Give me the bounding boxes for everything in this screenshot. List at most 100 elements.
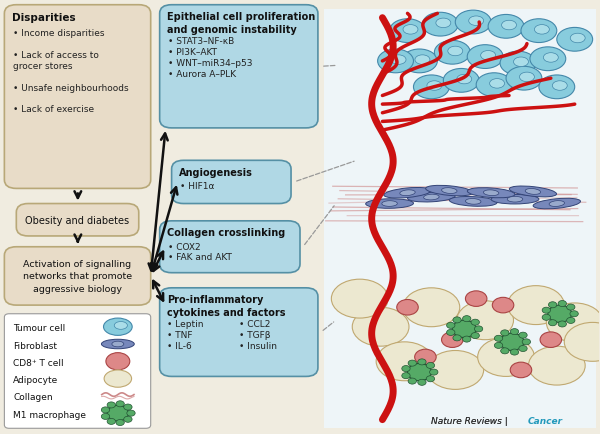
Circle shape (446, 322, 455, 329)
Circle shape (493, 298, 514, 313)
Ellipse shape (553, 82, 567, 91)
Ellipse shape (506, 67, 542, 91)
Text: Epithelial cell proliferation
and genomic instability: Epithelial cell proliferation and genomi… (167, 12, 315, 35)
Circle shape (452, 320, 476, 338)
Circle shape (463, 316, 471, 322)
Ellipse shape (500, 52, 536, 76)
Ellipse shape (413, 76, 449, 99)
Text: Nature Reviews |: Nature Reviews | (431, 416, 511, 425)
Ellipse shape (403, 288, 460, 327)
Text: • Leptin: • Leptin (167, 319, 203, 329)
Circle shape (519, 332, 527, 339)
Circle shape (542, 315, 551, 321)
Circle shape (540, 332, 562, 348)
Ellipse shape (457, 75, 472, 85)
FancyBboxPatch shape (4, 314, 151, 428)
Ellipse shape (488, 15, 524, 39)
Circle shape (124, 416, 132, 422)
Circle shape (408, 360, 416, 366)
Ellipse shape (478, 338, 535, 377)
Circle shape (558, 321, 566, 327)
Ellipse shape (525, 189, 541, 195)
Text: Angiogenesis: Angiogenesis (179, 168, 253, 178)
Circle shape (426, 362, 434, 368)
Ellipse shape (352, 308, 409, 346)
Ellipse shape (484, 191, 499, 196)
Text: • HIF1α: • HIF1α (180, 182, 214, 191)
Circle shape (519, 346, 527, 352)
Text: Cancer: Cancer (528, 416, 563, 425)
Ellipse shape (448, 47, 463, 56)
Ellipse shape (424, 195, 439, 201)
Ellipse shape (491, 195, 539, 204)
Ellipse shape (514, 58, 529, 67)
Circle shape (510, 362, 532, 378)
Circle shape (522, 339, 530, 345)
Ellipse shape (570, 34, 585, 44)
FancyBboxPatch shape (4, 6, 151, 189)
Circle shape (397, 300, 418, 316)
Ellipse shape (425, 186, 473, 196)
Ellipse shape (427, 351, 484, 389)
Text: CD8⁺ T cell: CD8⁺ T cell (13, 358, 64, 367)
Ellipse shape (376, 342, 433, 381)
Circle shape (418, 359, 426, 365)
Circle shape (402, 373, 410, 379)
Circle shape (407, 364, 431, 381)
Circle shape (415, 349, 436, 365)
Circle shape (494, 335, 503, 342)
Circle shape (426, 376, 434, 382)
Ellipse shape (544, 53, 558, 63)
Ellipse shape (509, 187, 557, 197)
Text: • CCL2: • CCL2 (239, 319, 270, 329)
FancyBboxPatch shape (160, 288, 318, 377)
Ellipse shape (535, 26, 550, 35)
Ellipse shape (521, 20, 557, 43)
Circle shape (453, 335, 461, 341)
FancyBboxPatch shape (16, 204, 139, 237)
Text: M1 macrophage: M1 macrophage (13, 410, 86, 419)
Ellipse shape (467, 188, 515, 198)
Ellipse shape (449, 197, 497, 207)
Circle shape (466, 291, 487, 307)
Circle shape (500, 333, 524, 351)
Ellipse shape (331, 279, 388, 318)
Text: Obesity and diabetes: Obesity and diabetes (25, 215, 130, 225)
Circle shape (471, 319, 479, 326)
Ellipse shape (436, 19, 451, 29)
Ellipse shape (507, 197, 523, 203)
Ellipse shape (391, 56, 406, 65)
Circle shape (408, 378, 416, 384)
Ellipse shape (407, 193, 455, 203)
Circle shape (548, 306, 572, 322)
Ellipse shape (533, 199, 580, 209)
Text: Pro-inflammatory
cytokines and factors: Pro-inflammatory cytokines and factors (167, 295, 286, 317)
Ellipse shape (557, 28, 593, 52)
Ellipse shape (442, 188, 457, 194)
Ellipse shape (520, 73, 535, 82)
Circle shape (418, 379, 426, 385)
Circle shape (107, 418, 115, 424)
Circle shape (453, 317, 461, 323)
Text: • FAK and AKT: • FAK and AKT (168, 253, 232, 262)
Text: • TNF: • TNF (167, 330, 193, 339)
Circle shape (430, 369, 438, 375)
Text: Activation of signalling
networks that promote
aggressive biology: Activation of signalling networks that p… (23, 260, 132, 293)
Ellipse shape (101, 339, 134, 349)
Ellipse shape (466, 199, 481, 205)
Circle shape (542, 307, 551, 313)
Ellipse shape (365, 199, 413, 209)
Text: • Lack of access to
grocer stores: • Lack of access to grocer stores (13, 51, 99, 71)
Circle shape (500, 330, 509, 336)
Text: Collagen: Collagen (13, 392, 53, 401)
Text: • IL-6: • IL-6 (167, 341, 191, 350)
Ellipse shape (529, 346, 585, 385)
Text: • Income disparities: • Income disparities (13, 30, 105, 38)
Ellipse shape (481, 51, 496, 61)
Circle shape (107, 405, 128, 421)
Ellipse shape (455, 11, 491, 35)
Ellipse shape (508, 286, 564, 325)
Ellipse shape (400, 191, 415, 196)
FancyBboxPatch shape (4, 247, 151, 306)
Text: Fibroblast: Fibroblast (13, 341, 58, 350)
